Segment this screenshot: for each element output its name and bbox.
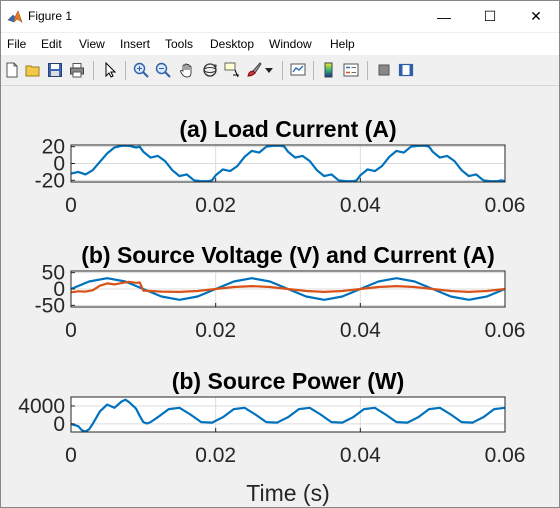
x-tick-label: 0.06 [485, 319, 526, 342]
y-tick-label: 0 [53, 153, 65, 176]
x-tick-label: 0.02 [195, 319, 236, 342]
figure-canvas: 0 0.02 0.04 0.06 20 0 -20 (a) Load Current (A) 0… [1, 86, 559, 507]
zoom-in-icon[interactable] [132, 61, 150, 79]
y-tick-label: 0 [53, 413, 65, 436]
x-tick-label: 0.02 [195, 444, 236, 467]
series-line-1 [70, 144, 506, 183]
link-plot-icon[interactable] [289, 61, 307, 79]
x-tick-label: 0.06 [485, 194, 526, 217]
colorbar-icon[interactable] [320, 61, 338, 79]
menu-edit[interactable]: Edit [41, 37, 62, 51]
menu-file[interactable]: File [7, 37, 27, 51]
legend-icon[interactable] [342, 61, 360, 79]
edit-plot-arrow-icon[interactable] [101, 61, 119, 79]
y-tick-label: -50 [35, 294, 65, 317]
menu-bar: File Edit View Insert Tools Desktop Wind… [1, 33, 559, 81]
menu-desktop[interactable]: Desktop [210, 37, 255, 51]
x-tick-label: 0 [65, 319, 77, 342]
maximize-button[interactable]: ☐ [483, 8, 497, 24]
menu-insert[interactable]: Insert [120, 37, 151, 51]
x-tick-label: 0.04 [340, 194, 381, 217]
brush-dropdown-icon[interactable] [263, 61, 275, 79]
minimize-button[interactable]: — [437, 8, 451, 25]
print-icon[interactable] [68, 61, 86, 79]
y-tick-label: 4000 [18, 395, 65, 418]
menu-view[interactable]: View [79, 37, 105, 51]
save-icon[interactable] [46, 61, 64, 79]
subplot-title: (b) Source Power (W) [172, 368, 405, 394]
data-cursor-icon[interactable] [223, 61, 241, 79]
x-axis-label: Time (s) [246, 480, 329, 506]
x-tick-label: 0.06 [485, 444, 526, 467]
subplot-title: (b) Source Voltage (V) and Current (A) [81, 242, 495, 268]
menu-help[interactable]: Help [330, 37, 355, 51]
show-plot-tools-icon[interactable] [397, 61, 415, 79]
y-tick-label: 20 [42, 136, 65, 159]
axes-background [71, 397, 505, 432]
new-figure-icon[interactable] [3, 61, 21, 79]
series-line-1 [70, 398, 506, 433]
x-tick-label: 0.02 [195, 194, 236, 217]
pan-hand-icon[interactable] [178, 61, 196, 79]
y-tick-label: 0 [53, 278, 65, 301]
close-button[interactable]: ✕ [530, 8, 542, 24]
axes-box [70, 396, 506, 433]
subplot-title: (a) Load Current (A) [179, 116, 396, 142]
figure-toolbar [1, 56, 559, 86]
menu-tools[interactable]: Tools [165, 37, 194, 51]
x-tick-label: 0 [65, 444, 77, 467]
x-tick-label: 0.04 [340, 444, 381, 467]
rotate-3d-icon[interactable] [201, 61, 219, 79]
x-tick-label: 0.04 [340, 319, 381, 342]
brush-icon[interactable] [245, 61, 263, 79]
x-tick-label: 0 [65, 194, 77, 217]
series-line-2 [70, 280, 506, 294]
y-tick-label: 50 [42, 262, 65, 285]
zoom-out-icon[interactable] [154, 61, 172, 79]
open-file-icon[interactable] [24, 61, 42, 79]
title-bar[interactable]: Figure 1 — ☐ ✕ [1, 1, 559, 32]
y-tick-label: -20 [35, 169, 65, 192]
hide-plot-tools-icon[interactable] [375, 61, 393, 79]
matlab-logo-icon [7, 10, 23, 23]
window-title: Figure 1 [28, 9, 73, 23]
menu-window[interactable]: Window [269, 37, 312, 51]
